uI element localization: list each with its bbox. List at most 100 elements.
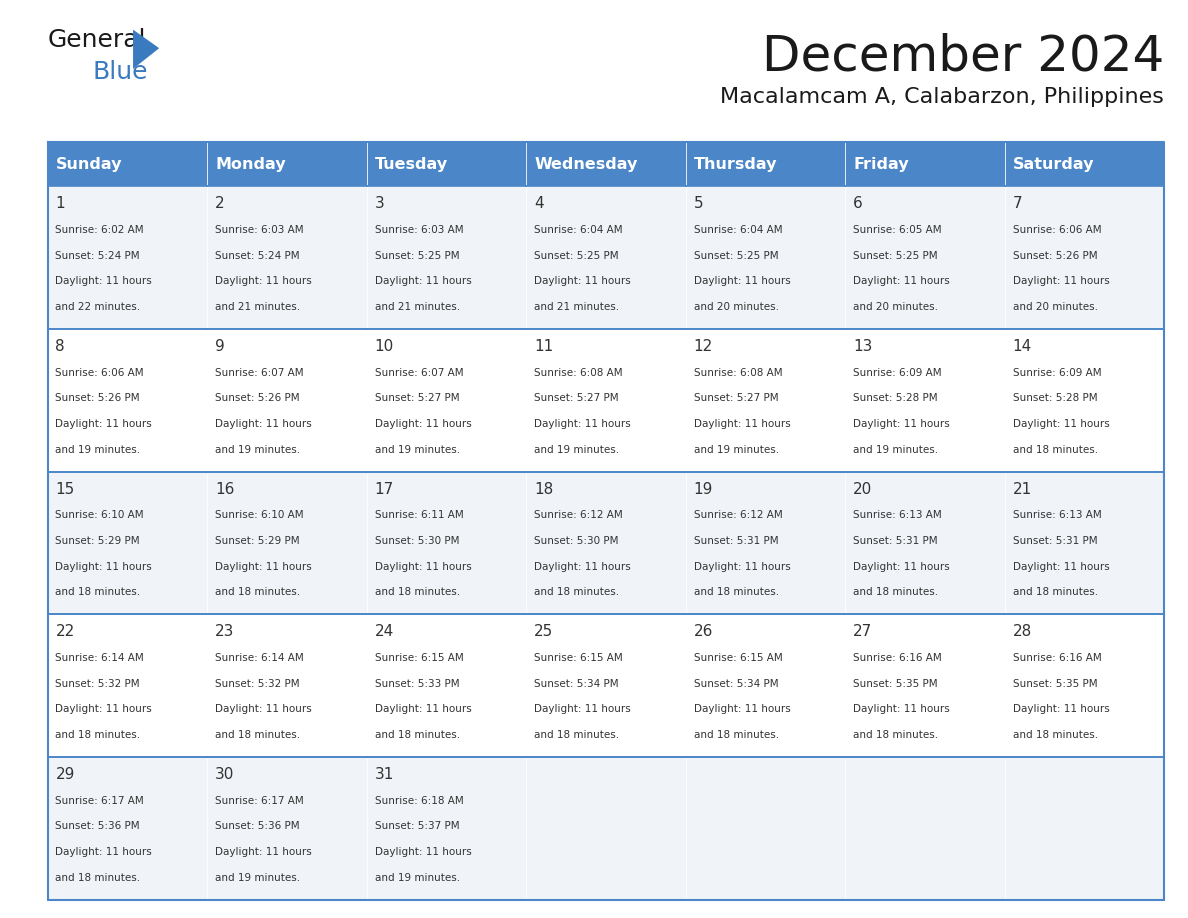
Text: Sunrise: 6:12 AM: Sunrise: 6:12 AM: [535, 510, 623, 521]
Text: Sunset: 5:35 PM: Sunset: 5:35 PM: [1012, 678, 1098, 688]
Text: Daylight: 11 hours: Daylight: 11 hours: [853, 562, 950, 572]
Text: 21: 21: [1012, 482, 1032, 497]
Text: Sunrise: 6:15 AM: Sunrise: 6:15 AM: [535, 653, 623, 663]
FancyBboxPatch shape: [845, 757, 1005, 900]
Text: Sunrise: 6:16 AM: Sunrise: 6:16 AM: [853, 653, 942, 663]
Text: Daylight: 11 hours: Daylight: 11 hours: [215, 562, 311, 572]
Text: Sunset: 5:33 PM: Sunset: 5:33 PM: [374, 678, 460, 688]
FancyBboxPatch shape: [685, 757, 845, 900]
Text: 4: 4: [535, 196, 544, 211]
Text: 22: 22: [56, 624, 75, 639]
Text: Daylight: 11 hours: Daylight: 11 hours: [215, 847, 311, 856]
Text: 14: 14: [1012, 339, 1032, 354]
Text: Daylight: 11 hours: Daylight: 11 hours: [694, 419, 790, 429]
Text: Sunset: 5:27 PM: Sunset: 5:27 PM: [535, 393, 619, 403]
Text: Tuesday: Tuesday: [374, 157, 448, 172]
Text: and 18 minutes.: and 18 minutes.: [535, 730, 619, 740]
Text: Sunset: 5:36 PM: Sunset: 5:36 PM: [215, 822, 299, 831]
Text: and 18 minutes.: and 18 minutes.: [1012, 588, 1098, 598]
Text: Sunrise: 6:13 AM: Sunrise: 6:13 AM: [853, 510, 942, 521]
Text: 13: 13: [853, 339, 872, 354]
Text: and 19 minutes.: and 19 minutes.: [853, 444, 939, 454]
Text: Daylight: 11 hours: Daylight: 11 hours: [374, 419, 472, 429]
Text: Daylight: 11 hours: Daylight: 11 hours: [56, 847, 152, 856]
Text: 17: 17: [374, 482, 393, 497]
Text: Sunset: 5:25 PM: Sunset: 5:25 PM: [374, 251, 460, 261]
FancyBboxPatch shape: [526, 186, 685, 329]
Text: 11: 11: [535, 339, 554, 354]
FancyBboxPatch shape: [685, 614, 845, 757]
FancyBboxPatch shape: [367, 186, 526, 329]
FancyBboxPatch shape: [367, 614, 526, 757]
Text: 28: 28: [1012, 624, 1032, 639]
Text: Sunrise: 6:04 AM: Sunrise: 6:04 AM: [535, 225, 623, 235]
Text: Friday: Friday: [853, 157, 909, 172]
Text: and 19 minutes.: and 19 minutes.: [374, 872, 460, 882]
Text: Daylight: 11 hours: Daylight: 11 hours: [1012, 276, 1110, 286]
FancyBboxPatch shape: [1005, 329, 1164, 472]
FancyBboxPatch shape: [1005, 757, 1164, 900]
Text: Sunrise: 6:18 AM: Sunrise: 6:18 AM: [374, 796, 463, 805]
Text: Sunset: 5:25 PM: Sunset: 5:25 PM: [535, 251, 619, 261]
FancyBboxPatch shape: [367, 142, 526, 186]
FancyBboxPatch shape: [207, 142, 367, 186]
Text: and 21 minutes.: and 21 minutes.: [374, 302, 460, 312]
Text: Sunrise: 6:06 AM: Sunrise: 6:06 AM: [1012, 225, 1101, 235]
FancyBboxPatch shape: [526, 614, 685, 757]
Text: Sunset: 5:36 PM: Sunset: 5:36 PM: [56, 822, 140, 831]
Text: Daylight: 11 hours: Daylight: 11 hours: [215, 276, 311, 286]
Text: Sunrise: 6:05 AM: Sunrise: 6:05 AM: [853, 225, 942, 235]
Text: Sunset: 5:28 PM: Sunset: 5:28 PM: [853, 393, 937, 403]
FancyBboxPatch shape: [845, 614, 1005, 757]
Text: Saturday: Saturday: [1012, 157, 1094, 172]
Text: and 18 minutes.: and 18 minutes.: [215, 730, 301, 740]
Text: Daylight: 11 hours: Daylight: 11 hours: [535, 419, 631, 429]
Text: Sunset: 5:26 PM: Sunset: 5:26 PM: [56, 393, 140, 403]
Text: and 18 minutes.: and 18 minutes.: [1012, 444, 1098, 454]
Text: Daylight: 11 hours: Daylight: 11 hours: [1012, 704, 1110, 714]
Text: and 20 minutes.: and 20 minutes.: [853, 302, 939, 312]
Text: Sunrise: 6:14 AM: Sunrise: 6:14 AM: [56, 653, 144, 663]
Text: Daylight: 11 hours: Daylight: 11 hours: [56, 419, 152, 429]
FancyBboxPatch shape: [367, 472, 526, 614]
Text: Sunrise: 6:03 AM: Sunrise: 6:03 AM: [374, 225, 463, 235]
Text: and 19 minutes.: and 19 minutes.: [215, 872, 301, 882]
Text: 2: 2: [215, 196, 225, 211]
Text: 1: 1: [56, 196, 65, 211]
FancyBboxPatch shape: [48, 472, 207, 614]
FancyBboxPatch shape: [1005, 614, 1164, 757]
Text: Monday: Monday: [215, 157, 285, 172]
FancyBboxPatch shape: [207, 329, 367, 472]
Text: Daylight: 11 hours: Daylight: 11 hours: [1012, 562, 1110, 572]
Text: 27: 27: [853, 624, 872, 639]
Text: Sunset: 5:30 PM: Sunset: 5:30 PM: [535, 536, 619, 546]
Text: Sunset: 5:30 PM: Sunset: 5:30 PM: [374, 536, 459, 546]
Text: Sunset: 5:29 PM: Sunset: 5:29 PM: [56, 536, 140, 546]
Text: and 19 minutes.: and 19 minutes.: [535, 444, 619, 454]
Text: 6: 6: [853, 196, 862, 211]
Polygon shape: [133, 29, 159, 69]
Text: Daylight: 11 hours: Daylight: 11 hours: [56, 562, 152, 572]
Text: Sunset: 5:32 PM: Sunset: 5:32 PM: [215, 678, 299, 688]
Text: 3: 3: [374, 196, 384, 211]
Text: and 18 minutes.: and 18 minutes.: [535, 588, 619, 598]
Text: Daylight: 11 hours: Daylight: 11 hours: [374, 562, 472, 572]
Text: Sunrise: 6:06 AM: Sunrise: 6:06 AM: [56, 367, 144, 377]
Text: 15: 15: [56, 482, 75, 497]
Text: 18: 18: [535, 482, 554, 497]
Text: and 18 minutes.: and 18 minutes.: [694, 730, 779, 740]
Text: Sunrise: 6:09 AM: Sunrise: 6:09 AM: [1012, 367, 1101, 377]
Text: Sunset: 5:31 PM: Sunset: 5:31 PM: [1012, 536, 1098, 546]
Text: Daylight: 11 hours: Daylight: 11 hours: [535, 562, 631, 572]
Text: Sunset: 5:26 PM: Sunset: 5:26 PM: [215, 393, 299, 403]
Text: 29: 29: [56, 767, 75, 782]
Text: Sunrise: 6:07 AM: Sunrise: 6:07 AM: [215, 367, 304, 377]
Text: and 18 minutes.: and 18 minutes.: [853, 730, 939, 740]
Text: Daylight: 11 hours: Daylight: 11 hours: [694, 704, 790, 714]
Text: Sunrise: 6:16 AM: Sunrise: 6:16 AM: [1012, 653, 1101, 663]
FancyBboxPatch shape: [685, 329, 845, 472]
Text: Sunrise: 6:12 AM: Sunrise: 6:12 AM: [694, 510, 783, 521]
Text: Sunrise: 6:03 AM: Sunrise: 6:03 AM: [215, 225, 304, 235]
Text: 16: 16: [215, 482, 234, 497]
Text: Blue: Blue: [93, 60, 148, 84]
